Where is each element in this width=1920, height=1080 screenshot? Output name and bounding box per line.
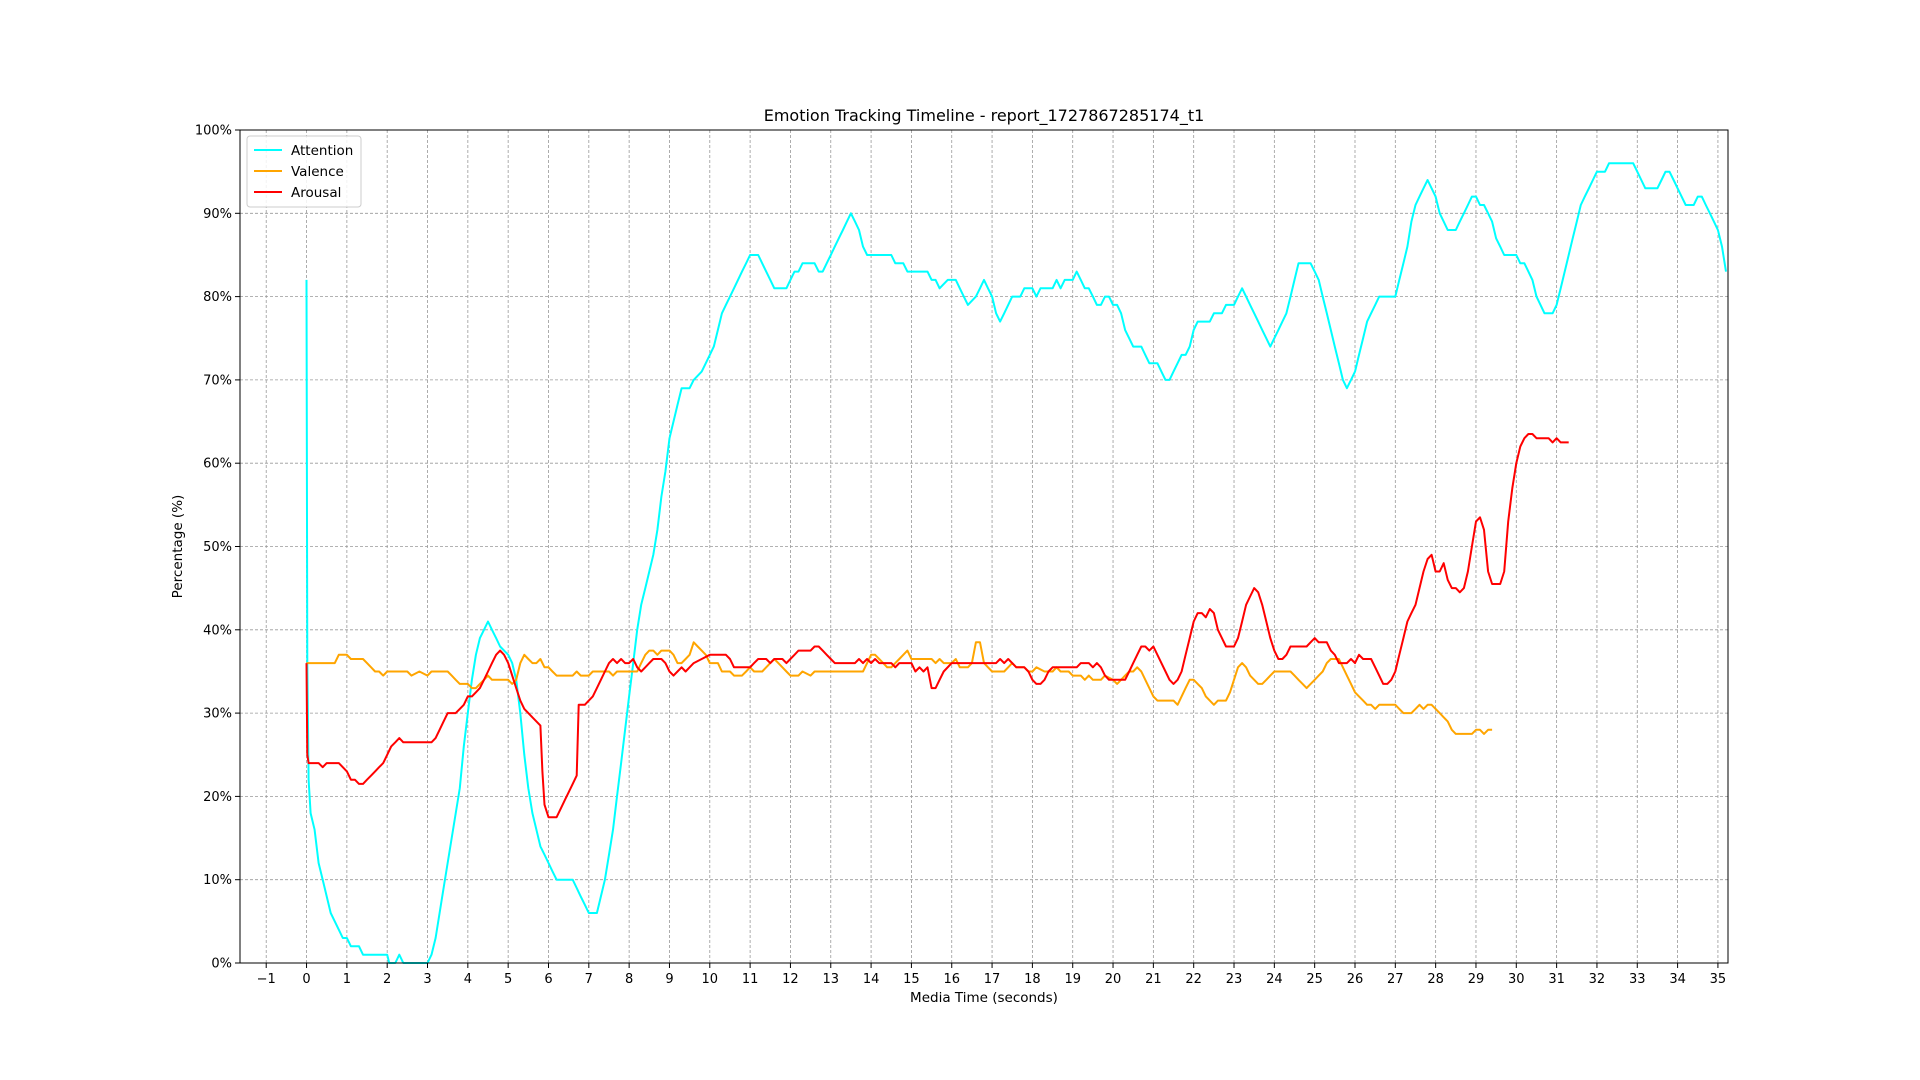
- x-tick-label: 34: [1669, 972, 1686, 987]
- x-tick-label: 8: [625, 972, 633, 987]
- y-tick-label: 40%: [203, 623, 232, 638]
- x-tick-label: 32: [1589, 972, 1606, 987]
- x-tick-label: 22: [1185, 972, 1202, 987]
- x-tick-label: 20: [1105, 972, 1122, 987]
- x-tick-label: 17: [984, 972, 1001, 987]
- x-tick-label: 4: [464, 972, 472, 987]
- series-line-arousal: [305, 433, 1569, 819]
- y-tick-label: 30%: [203, 707, 232, 722]
- x-tick-label: 13: [822, 972, 839, 987]
- x-tick-label: 14: [863, 972, 880, 987]
- series-line-attention: [305, 162, 1727, 964]
- y-axis-title: Percentage (%): [170, 495, 186, 599]
- y-tick-label: 0%: [211, 957, 232, 972]
- x-tick-label: 7: [585, 972, 593, 987]
- x-tick-label: 19: [1064, 972, 1081, 987]
- legend-label-arousal: Arousal: [291, 185, 341, 201]
- y-tick-label: 60%: [203, 457, 232, 472]
- y-tick-label: 90%: [203, 207, 232, 222]
- x-tick-label: 1: [343, 972, 351, 987]
- x-tick-label: 11: [742, 972, 759, 987]
- x-tick-label: 5: [504, 972, 512, 987]
- series-line-valence: [306, 641, 1493, 735]
- x-tick-label: 29: [1468, 972, 1485, 987]
- x-tick-label: 35: [1710, 972, 1727, 987]
- x-tick-label: 15: [903, 972, 920, 987]
- legend-label-valence: Valence: [291, 164, 344, 180]
- x-tick-label: 25: [1306, 972, 1323, 987]
- x-axis-title: Media Time (seconds): [910, 990, 1058, 1006]
- x-tick-label: 18: [1024, 972, 1041, 987]
- y-tick-label: 50%: [203, 540, 232, 555]
- x-tick-label: 24: [1266, 972, 1283, 987]
- legend-label-attention: Attention: [291, 143, 353, 159]
- x-tick-label: 10: [702, 972, 719, 987]
- x-tick-label: 2: [383, 972, 391, 987]
- x-tick-label: 23: [1226, 972, 1243, 987]
- x-tick-label: 27: [1387, 972, 1404, 987]
- x-tick-label: 26: [1347, 972, 1364, 987]
- x-tick-label: 9: [665, 972, 673, 987]
- x-tick-label: 28: [1427, 972, 1444, 987]
- x-tick-label: 30: [1508, 972, 1525, 987]
- legend: Attention Valence Arousal: [246, 135, 362, 208]
- x-tick-label: 3: [423, 972, 431, 987]
- x-tick-label: 12: [782, 972, 799, 987]
- x-tick-label: 6: [544, 972, 552, 987]
- y-tick-label: 20%: [203, 790, 232, 805]
- x-tick-label: −1: [257, 972, 276, 987]
- legend-box: [246, 135, 362, 208]
- y-tick-label: 100%: [195, 124, 232, 139]
- x-tick-label: 33: [1629, 972, 1646, 987]
- x-tick-label: 16: [943, 972, 960, 987]
- y-tick-label: 10%: [203, 873, 232, 888]
- x-tick-label: 21: [1145, 972, 1162, 987]
- x-tick-label: 0: [302, 972, 310, 987]
- grid-lines: [240, 129, 1728, 964]
- y-tick-label: 70%: [203, 373, 232, 388]
- y-tick-label: 80%: [203, 290, 232, 305]
- x-tick-label: 31: [1548, 972, 1565, 987]
- chart-title: Emotion Tracking Timeline - report_17278…: [764, 106, 1205, 126]
